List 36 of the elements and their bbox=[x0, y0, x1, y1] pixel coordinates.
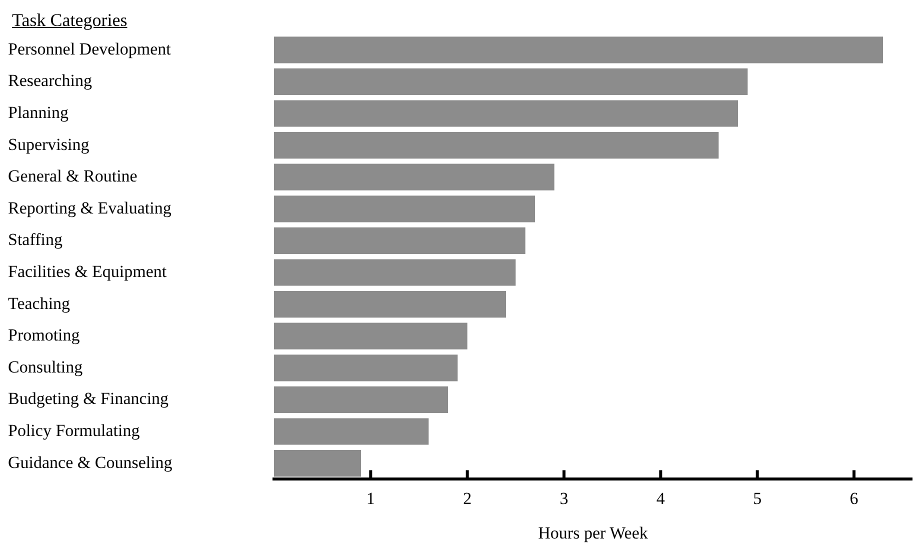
bar bbox=[274, 322, 468, 350]
y-axis-title: Task Categories bbox=[12, 10, 128, 31]
bar bbox=[274, 291, 506, 318]
x-tick-label: 6 bbox=[850, 488, 858, 508]
x-axis-title: Hours per Week bbox=[538, 523, 648, 542]
bar bbox=[274, 259, 516, 286]
y-tick-label: Consulting bbox=[8, 357, 84, 376]
bar bbox=[274, 164, 554, 190]
y-tick-label: Budgeting & Financing bbox=[8, 389, 170, 408]
y-tick-label: Researching bbox=[8, 71, 93, 90]
y-tick-label: General & Routine bbox=[8, 166, 138, 186]
bar bbox=[274, 450, 361, 477]
y-tick-label: Supervising bbox=[8, 134, 90, 154]
y-tick-label: Staffing bbox=[8, 230, 63, 250]
y-tick-label: Planning bbox=[8, 102, 69, 122]
y-tick-label: Facilities & Equipment bbox=[8, 262, 167, 281]
x-tick-label: 4 bbox=[656, 488, 666, 508]
bar bbox=[274, 418, 429, 445]
y-tick-label: Policy Formulating bbox=[8, 420, 140, 440]
bar bbox=[274, 386, 448, 413]
y-tick-label: Personnel Development bbox=[8, 39, 172, 58]
y-tick-label: Reporting & Evaluating bbox=[8, 198, 172, 218]
bar bbox=[274, 354, 458, 382]
bar bbox=[274, 227, 526, 254]
bar bbox=[274, 36, 883, 64]
x-tick-label: 3 bbox=[560, 488, 568, 508]
bar bbox=[274, 100, 738, 127]
y-tick-label: Promoting bbox=[8, 326, 80, 345]
bar bbox=[274, 132, 719, 159]
x-tick-label: 2 bbox=[463, 488, 472, 508]
bar bbox=[274, 68, 748, 95]
x-tick-label: 5 bbox=[753, 488, 762, 508]
x-tick-label: 1 bbox=[366, 488, 375, 508]
y-tick-label: Guidance & Counseling bbox=[8, 452, 173, 472]
y-tick-label: Teaching bbox=[8, 294, 71, 313]
bar bbox=[274, 196, 535, 222]
